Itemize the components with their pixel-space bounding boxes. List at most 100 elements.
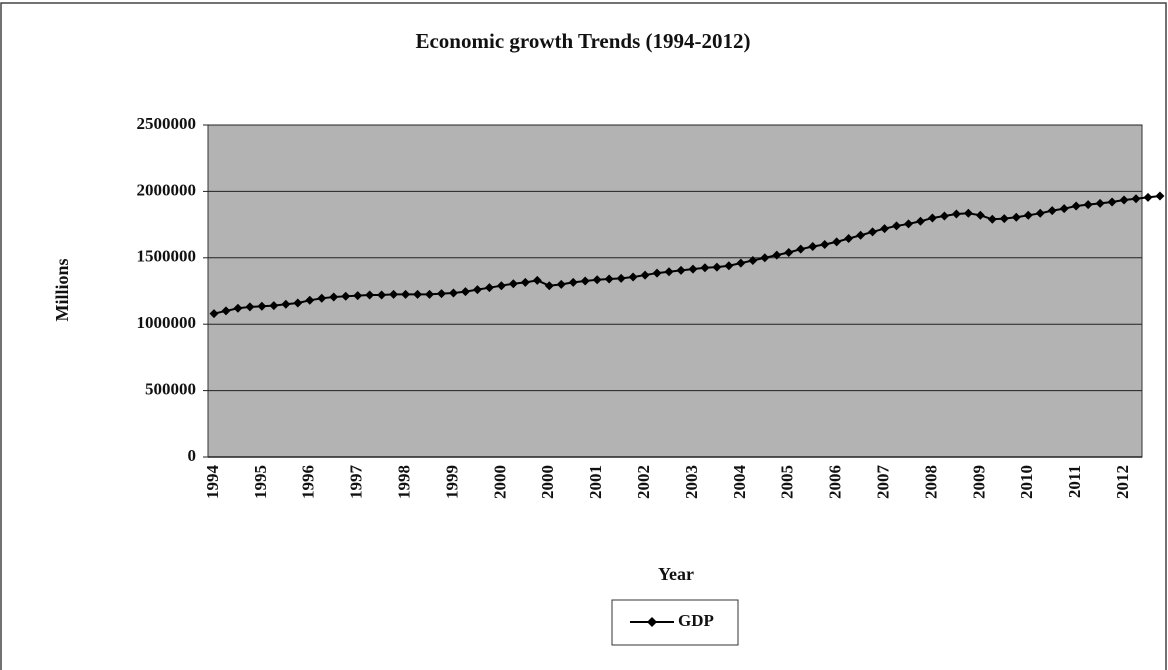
data-point (820, 240, 830, 250)
data-point (927, 213, 937, 223)
y-tick-label: 1000000 (137, 313, 197, 332)
plot-area (207, 124, 1143, 458)
data-point (508, 279, 518, 289)
y-tick-label: 1500000 (137, 247, 197, 266)
data-point (353, 291, 363, 301)
data-point (808, 242, 818, 252)
data-point (784, 247, 794, 257)
data-point (341, 291, 351, 301)
data-point (676, 265, 686, 275)
data-point (844, 234, 854, 244)
data-point (1131, 194, 1141, 204)
data-point (892, 221, 902, 231)
data-point (724, 261, 734, 271)
data-point (1083, 200, 1093, 210)
data-point (1071, 201, 1081, 211)
data-point (580, 276, 590, 286)
data-point (1035, 208, 1045, 218)
data-point (700, 263, 710, 273)
data-point (305, 295, 315, 305)
data-point (329, 292, 339, 302)
data-point (556, 279, 566, 289)
data-point (484, 283, 494, 293)
x-tick-label: 1999 (442, 465, 461, 499)
data-point (209, 309, 219, 319)
x-tick-label: 2008 (921, 465, 940, 499)
x-tick-label: 2004 (730, 465, 749, 500)
data-point (233, 303, 243, 313)
x-tick-label: 1996 (299, 465, 318, 499)
data-point (999, 214, 1009, 224)
data-point (472, 285, 482, 295)
data-point (1059, 204, 1069, 214)
y-tick-label: 2500000 (137, 114, 197, 133)
data-point (616, 273, 626, 283)
x-tick-label: 2000 (490, 465, 509, 499)
x-tick-label: 2003 (682, 465, 701, 499)
data-point (413, 289, 423, 299)
data-point (1095, 198, 1105, 208)
data-point (688, 264, 698, 274)
data-point (1119, 195, 1129, 205)
data-point (652, 268, 662, 278)
data-point (460, 287, 470, 297)
data-point (269, 301, 279, 311)
data-point (772, 250, 782, 260)
data-point (1047, 206, 1057, 216)
data-point (568, 277, 578, 287)
data-point (437, 289, 446, 299)
data-point (915, 216, 925, 226)
x-tick-label: 1998 (394, 465, 413, 499)
data-point (1143, 192, 1153, 202)
data-point (951, 209, 961, 219)
y-tick-label: 0 (188, 446, 197, 465)
data-point (544, 281, 554, 291)
data-point (975, 210, 985, 220)
data-point (628, 272, 638, 282)
x-tick-label: 2007 (873, 465, 892, 500)
legend-label: GDP (678, 611, 714, 630)
data-point (868, 227, 878, 237)
data-point (712, 262, 722, 272)
data-point (856, 230, 866, 240)
legend-marker (647, 617, 657, 627)
data-point (293, 298, 303, 308)
data-point (604, 274, 614, 284)
x-tick-label: 2011 (1065, 465, 1084, 498)
data-point (832, 237, 842, 247)
data-point (1023, 210, 1033, 220)
data-point (520, 277, 530, 287)
data-point (281, 299, 291, 309)
y-tick-label: 500000 (145, 380, 196, 399)
data-point (963, 208, 973, 218)
data-point (640, 270, 650, 280)
x-tick-label: 2001 (586, 465, 605, 499)
x-tick-label: 2009 (969, 465, 988, 499)
data-point (448, 288, 458, 298)
data-point (317, 293, 327, 303)
data-point (532, 275, 542, 285)
data-point (221, 306, 231, 316)
x-tick-label: 2010 (1017, 465, 1036, 499)
x-tick-label: 2000 (538, 465, 557, 499)
x-tick-label: 1997 (347, 465, 366, 500)
x-axis-label: Year (658, 564, 694, 584)
data-point (748, 255, 758, 265)
data-point (904, 219, 913, 229)
x-tick-label: 1995 (251, 465, 270, 499)
data-point (401, 289, 411, 299)
data-point (496, 281, 506, 291)
data-point (1155, 191, 1165, 201)
data-point (1107, 197, 1117, 207)
data-point (736, 258, 746, 268)
data-point (796, 244, 806, 254)
data-point (425, 289, 435, 299)
data-point (1011, 212, 1021, 222)
x-tick-label: 2012 (1113, 465, 1132, 499)
data-point (987, 214, 997, 224)
legend-box (611, 599, 739, 646)
data-point (257, 301, 267, 311)
chart-title: Economic growth Trends (1994-2012) (415, 29, 750, 53)
